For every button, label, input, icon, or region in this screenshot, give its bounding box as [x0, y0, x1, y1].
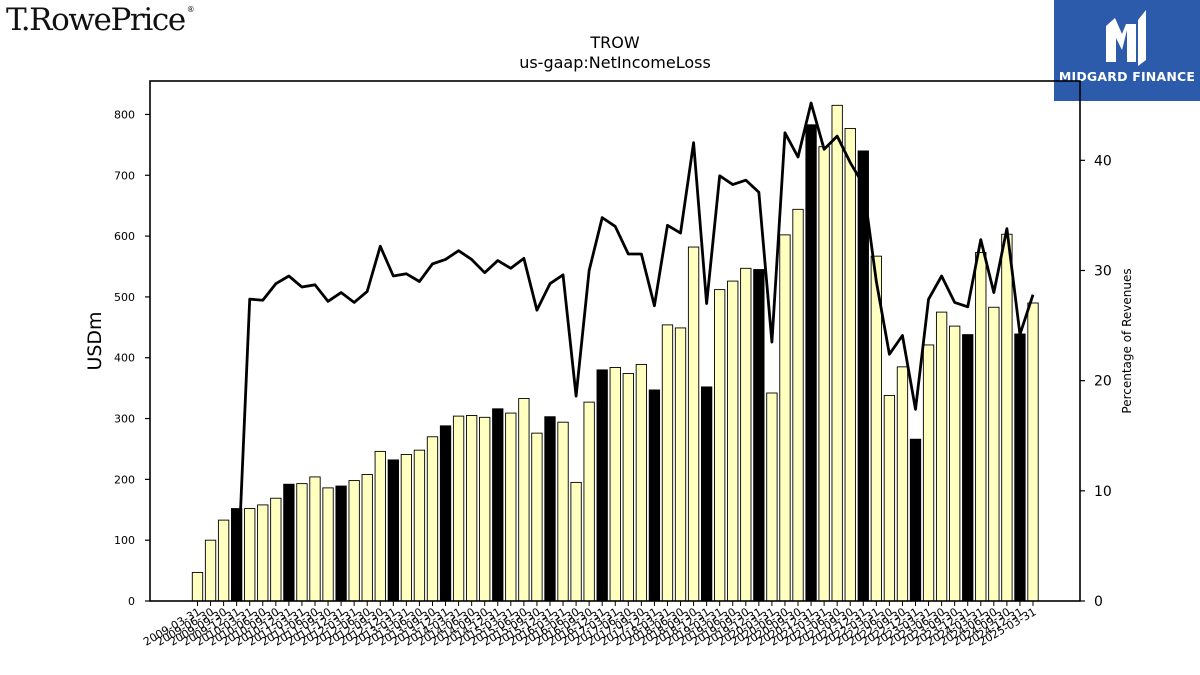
bar-2018-03-31 [661, 324, 674, 602]
y2-tick-label: 40 [1094, 153, 1112, 169]
bars-layer [191, 104, 1039, 602]
bar-2020-12-31 [805, 124, 817, 602]
bar-2019-06-30 [727, 280, 739, 602]
bar-2019-09-30 [740, 267, 752, 602]
bar-2015-03-31 [505, 412, 517, 602]
bar-2011-06-30 [309, 476, 321, 602]
bar-2016-09-30 [583, 401, 595, 602]
bar-2023-12-31 [962, 334, 974, 602]
y-axis-label: USDm [84, 311, 106, 370]
bar-2021-06-30 [831, 104, 843, 602]
bar-2016-03-31 [557, 421, 569, 602]
bar-2014-03-31 [452, 415, 465, 602]
bar-2010-03-31 [244, 508, 256, 602]
bar-2012-03-31 [348, 480, 360, 602]
bar-2013-03-31 [400, 453, 413, 602]
bar-2023-09-30 [949, 325, 961, 602]
y-tick-label: 600 [114, 230, 135, 243]
y2-tick-label: 10 [1094, 484, 1112, 500]
y-tick-label: 200 [114, 473, 135, 486]
bar-2024-03-31 [975, 252, 987, 602]
bar-2011-03-31 [296, 483, 308, 602]
bar-2020-03-31 [766, 392, 778, 602]
bar-2015-09-30 [531, 432, 543, 602]
y2-tick-label: 30 [1094, 263, 1112, 279]
bar-2022-12-31 [909, 438, 922, 602]
bar-2016-12-31 [596, 369, 608, 602]
bar-2013-06-30 [413, 449, 426, 602]
chart-title: TROW [589, 33, 639, 52]
y-tick-label: 800 [114, 108, 135, 121]
bar-2010-06-30 [257, 504, 269, 602]
y-tick-label: 100 [114, 534, 135, 547]
bar-2017-03-31 [609, 367, 621, 602]
bar-2013-09-30 [426, 436, 439, 602]
bar-2021-03-31 [818, 146, 830, 602]
chart-subtitle: us-gaap:NetIncomeLoss [519, 53, 711, 72]
bar-2022-06-30 [883, 394, 896, 602]
midgard-finance-wordmark: MIDGARD FINANCE [1058, 69, 1196, 84]
bar-2025-03-31 [1027, 302, 1039, 602]
bar-2009-03-31 [191, 571, 204, 602]
percentage-of-revenues-line [235, 101, 1035, 600]
bar-2023-03-31 [922, 344, 935, 602]
bar-2017-12-31 [648, 389, 661, 602]
y-axis-right: 0 10 20 30 40 [1080, 153, 1112, 610]
bar-2018-12-31 [700, 386, 713, 602]
bar-2016-06-30 [570, 481, 582, 602]
y-tick-label: 0 [128, 595, 135, 608]
y2-tick-label: 0 [1094, 594, 1103, 610]
y2-axis-label: Percentage of Revenues [1120, 268, 1134, 413]
bar-2018-06-30 [674, 327, 687, 602]
bar-2012-12-31 [387, 459, 399, 602]
bar-2020-09-30 [792, 208, 804, 602]
midgard-m-icon [1106, 10, 1146, 66]
y-tick-label: 700 [114, 169, 135, 182]
bar-2024-12-31 [1014, 333, 1026, 602]
bar-2019-12-31 [753, 269, 765, 602]
bar-2010-12-31 [283, 483, 295, 602]
bar-2009-09-30 [217, 519, 230, 602]
bar-2020-06-30 [779, 234, 791, 602]
y2-tick-label: 20 [1094, 374, 1112, 390]
y-axis-left: 0 100 200 300 400 500 600 700 800 [114, 108, 150, 608]
midgard-finance-logo: MIDGARD FINANCE [1054, 0, 1200, 101]
bar-2012-06-30 [361, 474, 373, 602]
bar-2024-09-30 [1001, 233, 1013, 602]
bar-2011-09-30 [322, 487, 334, 602]
bar-2014-09-30 [479, 416, 491, 602]
bar-2010-09-30 [270, 497, 282, 602]
bar-2019-03-31 [714, 289, 726, 602]
t-rowe-price-logo: T.RowePrice ® [6, 2, 195, 38]
bar-2017-09-30 [635, 363, 648, 602]
x-axis: 2009-03-312009-06-302009-09-302009-12-31… [141, 601, 1039, 649]
registered-mark: ® [186, 5, 195, 14]
bar-2018-09-30 [687, 246, 700, 602]
bar-2014-06-30 [466, 415, 478, 602]
bar-2013-12-31 [439, 425, 452, 602]
bar-2022-09-30 [896, 366, 909, 602]
y-tick-label: 500 [114, 291, 135, 304]
line-layer [235, 101, 1035, 600]
bar-2015-06-30 [518, 398, 530, 602]
bar-2009-06-30 [204, 539, 217, 602]
bar-2017-06-30 [622, 373, 634, 602]
t-rowe-price-logo-text: T.RowePrice [6, 2, 186, 38]
bar-2015-12-31 [544, 416, 556, 602]
bar-2023-06-30 [935, 311, 948, 602]
y-tick-label: 400 [114, 352, 135, 365]
bar-2021-09-30 [844, 127, 856, 602]
bar-2014-12-31 [492, 408, 504, 602]
bar-2012-09-30 [374, 450, 386, 602]
bar-2024-06-30 [988, 306, 1000, 602]
bar-2011-12-31 [335, 485, 347, 602]
y-tick-label: 300 [114, 413, 135, 426]
